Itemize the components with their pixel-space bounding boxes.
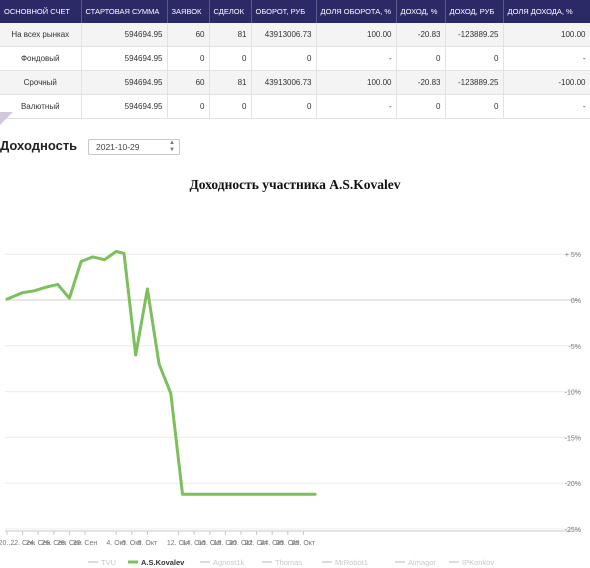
spinner-up-icon[interactable]: ▲ xyxy=(169,140,175,146)
x-tick-label: 28. Сен xyxy=(57,540,82,547)
y-tick-label: 0% xyxy=(571,298,581,305)
cell-account: Валютный xyxy=(0,94,82,119)
table-row: Валютный 594694.95 0 0 0 - 0 0 - xyxy=(0,94,590,119)
cell-orders: 60 xyxy=(167,23,210,47)
y-tick-label: -20% xyxy=(565,481,581,488)
cell-income-share: - xyxy=(503,46,590,71)
cell-income-share: 100.00 xyxy=(503,23,590,47)
date-value: 2021-10-29 xyxy=(96,142,140,152)
cell-income-rub: 0 xyxy=(445,46,504,71)
x-tick-label: 20.… xyxy=(0,540,15,547)
legend-item-tvu[interactable]: TVU xyxy=(88,558,116,567)
col-header-income-pct[interactable]: ДОХОД, % xyxy=(396,0,446,23)
cell-turnover-share: - xyxy=(316,94,397,119)
table-row: На всех рынках 594694.95 60 81 43913006.… xyxy=(0,23,590,47)
cell-turnover: 43913006.73 xyxy=(251,23,317,47)
cell-turnover-share: 100.00 xyxy=(316,23,397,47)
cell-income-share: -100.00 xyxy=(503,70,590,95)
legend-item-a-s-kovalev[interactable]: A.S.Kovalev xyxy=(128,558,185,567)
cell-orders: 0 xyxy=(167,46,210,71)
x-tick-label: 14. Окт xyxy=(182,540,206,547)
cell-income-pct: -20.83 xyxy=(396,70,446,95)
cell-income-rub: -123889.25 xyxy=(445,70,504,95)
cell-turnover: 43913006.73 xyxy=(251,70,317,95)
cell-start-sum: 594694.95 xyxy=(81,46,168,71)
y-tick-label: -10% xyxy=(565,390,581,397)
cell-income-pct: 0 xyxy=(396,94,446,119)
x-tick-label: 18. Окт xyxy=(214,540,238,547)
section-title: Доходность xyxy=(0,138,78,153)
table-header-row: ОСНОВНОЙ СЧЕТ СТАРТОВАЯ СУММА ЗАЯВОК СДЕ… xyxy=(0,0,590,23)
results-table: ОСНОВНОЙ СЧЕТ СТАРТОВАЯ СУММА ЗАЯВОК СДЕ… xyxy=(0,0,590,119)
cell-turnover: 0 xyxy=(251,94,317,119)
cell-income-pct: 0 xyxy=(396,46,446,71)
decorative-corner-triangle xyxy=(0,112,13,125)
x-tick-label: 16. Окт xyxy=(198,540,222,547)
col-header-account[interactable]: ОСНОВНОЙ СЧЕТ xyxy=(0,0,82,23)
cell-account: Фондовый xyxy=(0,46,82,71)
cell-turnover: 0 xyxy=(251,46,317,71)
legend-item-thomas[interactable]: Thomas xyxy=(262,558,302,567)
table-row: Срочный 594694.95 60 81 43913006.73 100.… xyxy=(0,70,590,95)
col-header-deals[interactable]: СДЕЛОК xyxy=(209,0,252,23)
y-tick-label: + 5% xyxy=(565,252,581,259)
legend-label: Almagor xyxy=(408,558,436,567)
x-tick-label: 8. Окт xyxy=(138,540,158,547)
x-tick-label: 12. Окт xyxy=(167,540,191,547)
cell-orders: 0 xyxy=(167,94,210,119)
x-tick-label: 26. Окт xyxy=(276,540,300,547)
y-tick-label: -15% xyxy=(565,435,581,442)
cell-turnover-share: - xyxy=(316,46,397,71)
cell-income-rub: -123889.25 xyxy=(445,23,504,47)
x-tick-label: 24. Окт xyxy=(260,540,284,547)
legend-label: A.S.Kovalev xyxy=(141,558,185,567)
legend-label: IPKonkov xyxy=(462,558,494,567)
legend-item-almagor[interactable]: Almagor xyxy=(395,558,436,567)
x-tick-label: 24. Сен xyxy=(26,540,51,547)
legend-label: MrRobot1 xyxy=(335,558,368,567)
legend-label: TVU xyxy=(101,558,116,567)
cell-start-sum: 594694.95 xyxy=(81,94,168,119)
col-header-income-rub[interactable]: ДОХОД, РУБ xyxy=(445,0,504,23)
x-tick-label: 6. Окт xyxy=(122,540,142,547)
cell-account: Срочный xyxy=(0,70,82,95)
cell-account: На всех рынках xyxy=(0,23,82,47)
cell-deals: 0 xyxy=(209,94,252,119)
col-header-income-share[interactable]: ДОЛЯ ДОХОДА, % xyxy=(503,0,590,23)
col-header-orders[interactable]: ЗАЯВОК xyxy=(167,0,210,23)
x-tick-label: 22. Сен xyxy=(10,540,35,547)
chart-title: Доходность участника A.S.Kovalev xyxy=(189,177,401,192)
table-row: Фондовый 594694.95 0 0 0 - 0 0 - xyxy=(0,46,590,71)
date-spinner[interactable]: ▲ ▼ xyxy=(169,140,175,154)
y-tick-label: -5% xyxy=(569,344,581,351)
x-tick-label: 22. Окт xyxy=(245,540,269,547)
cell-income-pct: -20.83 xyxy=(396,23,446,47)
cell-orders: 60 xyxy=(167,70,210,95)
legend-item-ipkonkov[interactable]: IPKonkov xyxy=(449,558,494,567)
x-tick-label: 28. Окт xyxy=(292,540,316,547)
cell-income-share: - xyxy=(503,94,590,119)
legend-item-agnost1k[interactable]: Agnost1k xyxy=(200,558,245,567)
cell-income-rub: 0 xyxy=(445,94,504,119)
x-tick-label: 4. Окт xyxy=(106,540,126,547)
x-tick-label: 26. Сен xyxy=(42,540,67,547)
legend-item-mrrobot1[interactable]: MrRobot1 xyxy=(322,558,368,567)
col-header-turnover[interactable]: ОБОРОТ, РУБ xyxy=(251,0,317,23)
date-picker-input[interactable]: 2021-10-29 ▲ ▼ xyxy=(88,139,180,155)
cell-deals: 81 xyxy=(209,70,252,95)
x-tick-label: 30. Сен xyxy=(73,540,98,547)
series-line-a-s-kovalev xyxy=(5,250,317,496)
cell-turnover-share: 100.00 xyxy=(316,70,397,95)
cell-deals: 81 xyxy=(209,23,252,47)
col-header-start-sum[interactable]: СТАРТОВАЯ СУММА xyxy=(81,0,168,23)
col-header-turnover-share[interactable]: ДОЛЯ ОБОРОТА, % xyxy=(316,0,397,23)
x-tick-label: 20. Окт xyxy=(229,540,253,547)
cell-start-sum: 594694.95 xyxy=(81,70,168,95)
cell-deals: 0 xyxy=(209,46,252,71)
cell-start-sum: 594694.95 xyxy=(81,23,168,47)
legend-label: Thomas xyxy=(275,558,302,567)
spinner-down-icon[interactable]: ▼ xyxy=(169,147,175,153)
legend-label: Agnost1k xyxy=(213,558,245,567)
